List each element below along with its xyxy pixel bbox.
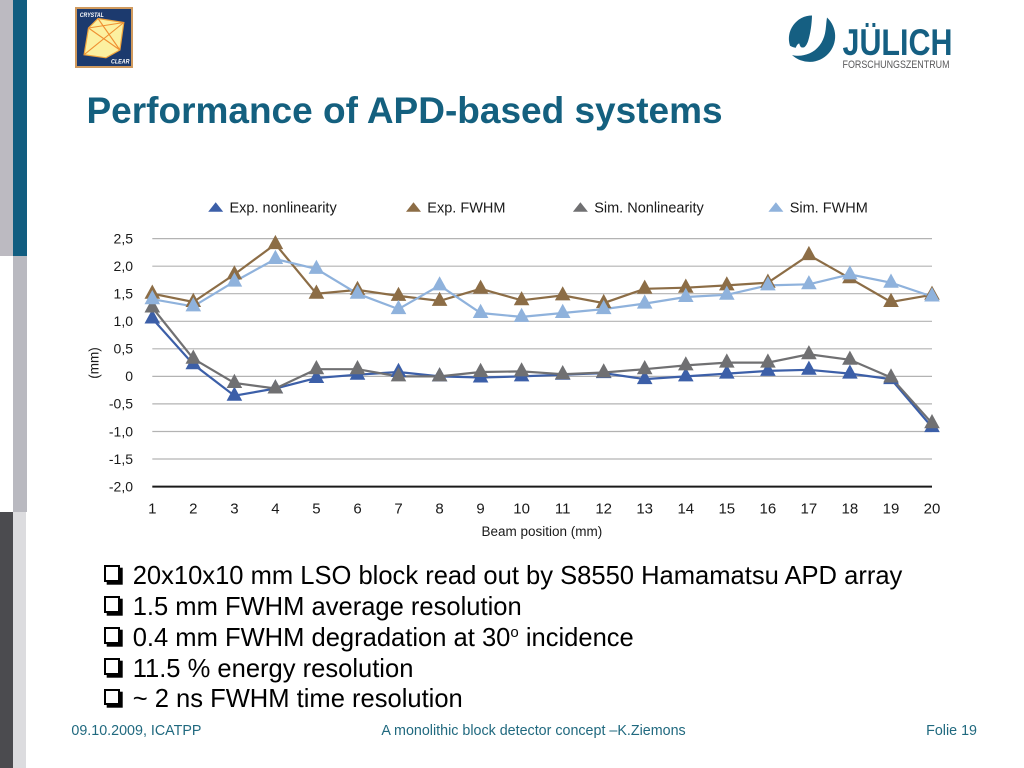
svg-text:6: 6 xyxy=(353,501,361,518)
svg-text:CLEAR: CLEAR xyxy=(111,58,130,65)
svg-text:17: 17 xyxy=(801,501,818,518)
svg-text:13: 13 xyxy=(636,501,653,518)
svg-text:1,5: 1,5 xyxy=(114,286,134,302)
svg-text:Beam position (mm): Beam position (mm) xyxy=(482,524,603,539)
svg-text:-1,5: -1,5 xyxy=(109,451,133,467)
svg-text:9: 9 xyxy=(476,501,484,518)
svg-text:18: 18 xyxy=(842,501,859,518)
svg-text:CRYSTAL: CRYSTAL xyxy=(80,12,104,19)
svg-text:5: 5 xyxy=(312,501,320,518)
svg-text:FORSCHUNGSZENTRUM: FORSCHUNGSZENTRUM xyxy=(843,59,950,71)
svg-text:-1,0: -1,0 xyxy=(109,423,133,439)
svg-text:2,5: 2,5 xyxy=(114,230,134,246)
svg-text:4: 4 xyxy=(271,501,279,518)
svg-text:12: 12 xyxy=(595,501,612,518)
svg-text:10: 10 xyxy=(513,501,530,518)
svg-text:16: 16 xyxy=(760,501,777,518)
svg-text:14: 14 xyxy=(677,501,694,518)
svg-text:20: 20 xyxy=(924,501,941,518)
svg-text:1: 1 xyxy=(148,501,156,518)
svg-text:Exp. FWHM: Exp. FWHM xyxy=(427,201,505,217)
svg-text:19: 19 xyxy=(883,501,900,518)
svg-text:JÜLICH: JÜLICH xyxy=(843,22,953,63)
svg-text:15: 15 xyxy=(718,501,735,518)
svg-text:8: 8 xyxy=(435,501,443,518)
svg-text:0,5: 0,5 xyxy=(114,341,134,357)
svg-text:Sim. FWHM: Sim. FWHM xyxy=(790,201,868,217)
svg-text:2,0: 2,0 xyxy=(114,258,134,274)
svg-text:-0,5: -0,5 xyxy=(109,396,133,412)
svg-text:-2,0: -2,0 xyxy=(109,478,133,494)
svg-text:2: 2 xyxy=(189,501,197,518)
svg-text:Exp. nonlinearity: Exp. nonlinearity xyxy=(230,201,338,217)
svg-text:3: 3 xyxy=(230,501,238,518)
svg-text:11: 11 xyxy=(555,501,571,518)
svg-text:(mm): (mm) xyxy=(87,347,102,378)
svg-text:1,0: 1,0 xyxy=(114,313,134,329)
svg-text:7: 7 xyxy=(394,501,402,518)
svg-text:0: 0 xyxy=(125,368,133,384)
svg-text:Sim. Nonlinearity: Sim. Nonlinearity xyxy=(594,201,704,217)
